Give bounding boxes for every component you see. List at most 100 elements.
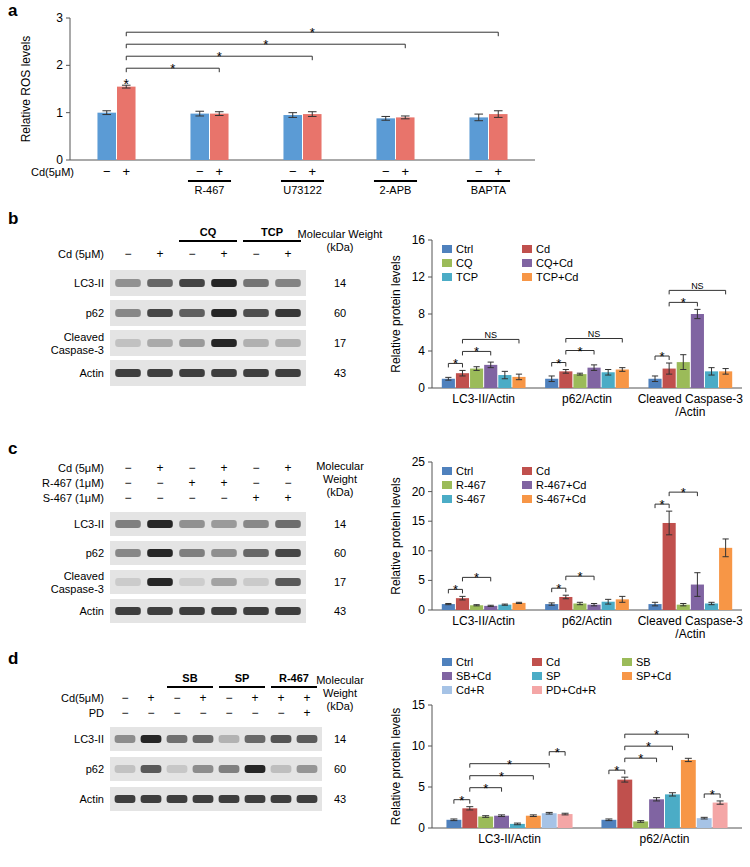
error-bar (498, 815, 505, 817)
category-label: p62/Actin (639, 832, 689, 846)
legend-swatch (442, 658, 452, 666)
blot-band (211, 549, 237, 557)
blot-band (115, 520, 141, 528)
blot-strip (110, 599, 306, 623)
error-bar (723, 539, 729, 557)
blot-band (115, 339, 141, 347)
category-label: LC3-II/Actin (452, 614, 515, 628)
bar (283, 115, 302, 160)
legend: CtrlCdR-467R-467+CdS-467S-467+Cd (442, 465, 586, 505)
bar (484, 365, 497, 388)
error-bar (621, 777, 628, 782)
blot-strip (110, 270, 306, 296)
mw-header: MolecularWeight(kDa) (316, 460, 364, 498)
blot-band (179, 369, 205, 377)
y-tick (428, 240, 432, 241)
y-tick-label: 10 (412, 544, 426, 558)
error-bar (701, 817, 708, 819)
condition-sign: − (121, 706, 128, 720)
condition-sign: − (252, 247, 259, 261)
error-bar (577, 373, 583, 375)
error-bar (653, 798, 660, 801)
bar (601, 820, 616, 828)
error-bar (502, 371, 508, 378)
error-bar (459, 370, 465, 376)
treatment-line (167, 686, 213, 688)
condition-label: Cd (5μM) (58, 248, 104, 260)
text-line: Actin (80, 367, 104, 379)
error-bar (637, 821, 644, 823)
error-bar (502, 604, 508, 605)
blot-band (243, 520, 269, 528)
significance-label: * (660, 349, 665, 364)
error-bar (549, 603, 555, 605)
blot-strip (110, 360, 306, 386)
blot-band (275, 520, 301, 528)
condition-sign: − (284, 476, 291, 490)
error-bar (288, 113, 297, 118)
error-bar (708, 368, 714, 375)
y-axis (70, 18, 71, 160)
legend-swatch (442, 273, 452, 281)
y-tick-label: 0 (418, 603, 425, 617)
significance-label: * (507, 757, 512, 772)
molecular-weight: 14 (334, 518, 346, 530)
condition-sign: − (199, 706, 206, 720)
category-label: LC3-II/Actin (452, 392, 515, 406)
condition-sign: − (188, 247, 195, 261)
x-axis-label: Cd(5μM) (31, 166, 74, 178)
error-bar (473, 367, 479, 371)
condition-sign: − (173, 706, 180, 720)
legend-label: SP+Cd (636, 670, 671, 682)
condition-sign: + (251, 691, 258, 705)
condition-label: S-467 (1μM) (43, 492, 104, 504)
text-line: Weight (323, 473, 357, 485)
text-line: p62/Actin (562, 614, 612, 628)
legend-swatch (522, 245, 532, 253)
condition-sign: − (124, 491, 131, 505)
category-label: Cleaved Caspase-3/Actin (638, 392, 744, 419)
significance-label: NS (484, 330, 497, 340)
bar (190, 114, 209, 160)
text-line: (kDa) (327, 486, 354, 498)
y-tick (428, 491, 432, 492)
condition-sign: − (124, 476, 131, 490)
bar (616, 370, 629, 389)
error-bar (563, 595, 569, 599)
chart-panel: b0481216Relative protein levels**NS**NS*… (8, 209, 743, 419)
blot-band (179, 279, 205, 287)
series-sign: + (494, 164, 502, 179)
treatment-line (179, 240, 237, 242)
condition-sign: − (225, 706, 232, 720)
blot-band (275, 279, 301, 287)
y-tick (428, 521, 432, 522)
text-line: Cleaved (64, 331, 104, 343)
blot-strip (110, 330, 306, 356)
molecular-weight: 60 (334, 307, 346, 319)
y-tick-label: 20 (412, 485, 426, 499)
bars (446, 758, 727, 828)
blot-band (179, 549, 205, 557)
panel-label: c (8, 439, 17, 458)
treatment-label: R-467 (279, 672, 309, 684)
error-bar (605, 599, 611, 604)
bar (697, 818, 712, 828)
western-blot: Cd (5μM)−+−+−+R-467 (1μM)−−++−−S-467 (1μ… (42, 460, 364, 623)
bar (691, 314, 704, 388)
western-blot: SBSPR-467Cd(5μM)−+−+−+++PD−−−−−−−+Molecu… (61, 672, 364, 811)
significance-label: * (310, 25, 315, 40)
blot-band (167, 735, 188, 743)
blot-band (211, 607, 237, 615)
category-label: p62/Actin (562, 392, 612, 406)
error-bar (694, 573, 700, 597)
y-tick-label: 15 (412, 698, 426, 712)
protein-label: CleavedCaspase-3 (51, 570, 104, 595)
significance-label: * (660, 497, 665, 512)
treatment-line (243, 240, 301, 242)
y-tick (428, 746, 432, 747)
bar (526, 816, 541, 828)
blot-band (243, 309, 269, 317)
error-bar (488, 362, 494, 368)
significance-label: * (474, 344, 479, 359)
molecular-weight: 43 (334, 793, 346, 805)
